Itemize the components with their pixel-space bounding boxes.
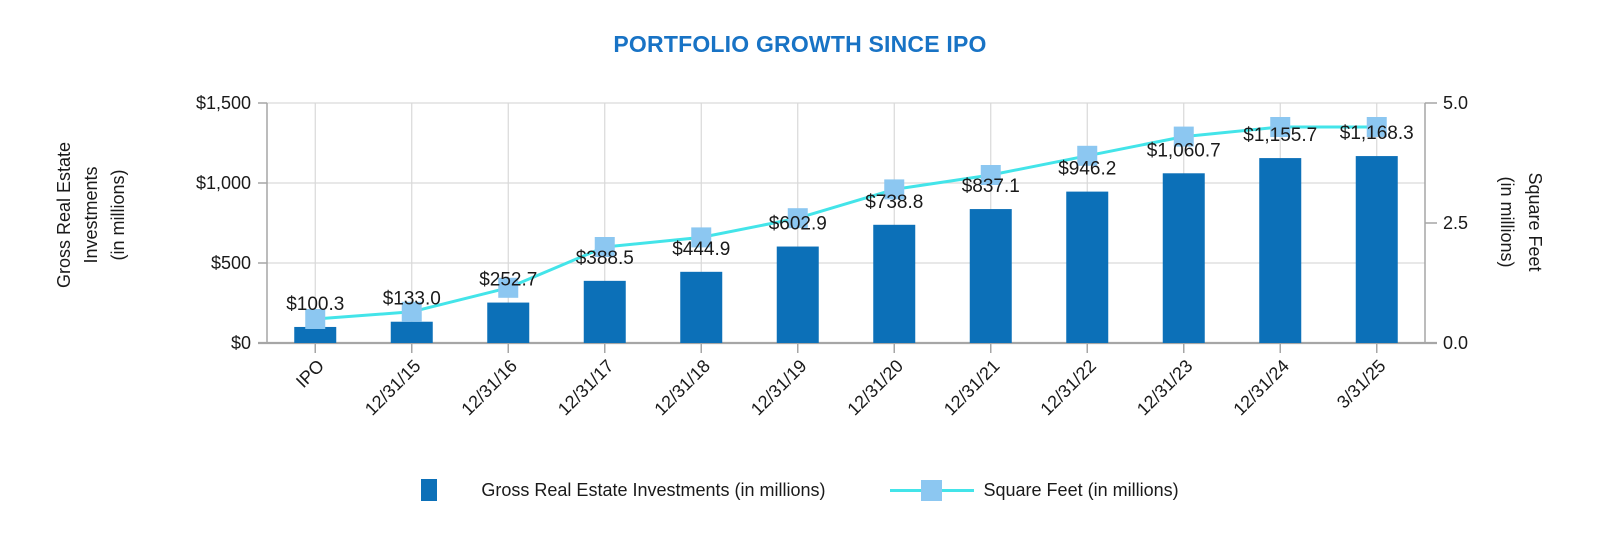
x-axis-category-label: IPO — [292, 356, 328, 392]
right-axis-tick-label: 0.0 — [1443, 333, 1468, 353]
bar-value-label: $837.1 — [962, 176, 1020, 197]
x-axis-category-label: 12/31/24 — [1229, 356, 1293, 420]
square-feet-line — [313, 125, 1379, 321]
x-axis-category-label: 3/31/25 — [1333, 356, 1390, 413]
bar-swatch-icon — [421, 479, 438, 501]
line-swatch-icon — [889, 478, 974, 502]
right-axis-title: Square Feet(in millions) — [1497, 172, 1545, 271]
bar — [1162, 173, 1205, 343]
chart-title: PORTFOLIO GROWTH SINCE IPO — [613, 31, 987, 57]
legend-item-gross-investments: Gross Real Estate Investments (in millio… — [421, 479, 826, 501]
bar-value-label: $444.9 — [672, 239, 730, 260]
line-marker — [1173, 126, 1194, 147]
bar — [969, 209, 1012, 343]
bar-value-label: $1,168.3 — [1340, 123, 1414, 144]
line-marker — [884, 179, 905, 200]
line-marker — [401, 301, 422, 322]
bar-value-label: $602.9 — [769, 214, 827, 235]
left-axis-tick-label: $0 — [231, 333, 251, 353]
line-marker — [594, 237, 615, 257]
bar — [1066, 191, 1109, 343]
left-axis-tick-label: $500 — [211, 253, 251, 273]
bar-value-label: $1,155.7 — [1243, 125, 1317, 146]
line-marker — [1270, 117, 1291, 137]
line-marker — [498, 277, 519, 298]
bar — [1259, 158, 1302, 343]
x-axis-category-label: 12/31/18 — [650, 356, 714, 420]
bar — [487, 302, 530, 343]
legend: Gross Real Estate Investments (in millio… — [0, 478, 1600, 502]
line-marker — [1366, 117, 1387, 137]
x-axis-category-label: 12/31/19 — [747, 356, 811, 420]
bar-value-label: $133.0 — [383, 289, 441, 310]
bar-value-label: $252.7 — [479, 270, 537, 291]
bar — [680, 271, 723, 343]
left-axis-tick-label: $1,000 — [196, 173, 251, 193]
x-axis-category-label: 12/31/16 — [457, 356, 521, 420]
bar — [776, 246, 819, 343]
bar — [390, 321, 433, 343]
bar-value-label: $946.2 — [1058, 159, 1116, 180]
x-axis-category-label: 12/31/20 — [843, 356, 907, 420]
x-axis-category-label: 12/31/15 — [361, 356, 425, 420]
line-marker — [305, 309, 326, 329]
x-axis-category-label: 12/31/17 — [554, 356, 618, 420]
bar — [1355, 156, 1398, 343]
bar — [873, 224, 916, 343]
right-axis-tick-label: 2.5 — [1443, 213, 1468, 233]
bar-value-label: $1,060.7 — [1147, 140, 1221, 161]
bar-value-label: $100.3 — [286, 294, 344, 315]
bar-value-label: $388.5 — [576, 248, 634, 269]
line-marker — [1077, 145, 1098, 166]
right-axis-tick-label: 5.0 — [1443, 93, 1468, 113]
legend-item-square-feet: Square Feet (in millions) — [889, 478, 1179, 502]
line-marker — [787, 208, 808, 229]
line-marker — [980, 165, 1001, 185]
x-axis-category-label: 12/31/21 — [940, 356, 1004, 420]
bar-value-label: $738.8 — [865, 192, 923, 213]
left-axis-tick-label: $1,500 — [196, 93, 251, 113]
x-axis-category-label: 12/31/23 — [1133, 356, 1197, 420]
line-swatch-marker — [921, 479, 943, 501]
legend-label-square-feet: Square Feet (in millions) — [983, 479, 1179, 500]
bar — [583, 280, 626, 343]
legend-label-gross-investments: Gross Real Estate Investments (in millio… — [481, 479, 826, 500]
left-axis-title: Gross Real Estate Investments (in millions… — [54, 142, 128, 288]
bar — [294, 326, 337, 343]
x-axis-category-label: 12/31/22 — [1036, 356, 1100, 420]
line-marker — [691, 227, 712, 248]
